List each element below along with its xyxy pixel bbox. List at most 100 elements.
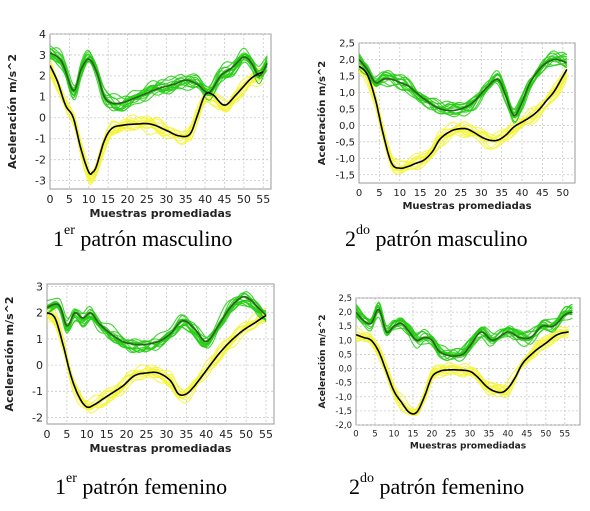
yellow-trace — [359, 62, 568, 168]
y-tick-label: -1,0 — [335, 154, 355, 165]
y-tick-label: 0 — [39, 112, 46, 125]
green-mean-line — [356, 308, 573, 357]
green-trace — [356, 311, 573, 360]
x-axis-label: Muestras promediadas — [402, 201, 531, 212]
caption-1: 1er patrón masculino — [53, 223, 233, 252]
green-mean-line — [359, 58, 568, 117]
y-tick-label: 1 — [39, 91, 46, 104]
mean-line — [47, 312, 267, 409]
y-tick-label: -1,5 — [335, 170, 355, 181]
x-tick-label: 45 — [219, 428, 233, 441]
caption-3-text: patrón femenino — [76, 474, 228, 499]
x-axis-label: Muestras promediadas — [90, 442, 232, 455]
x-tick-label: 20 — [427, 430, 438, 440]
x-tick-label: 25 — [455, 188, 468, 199]
yellow-trace — [47, 315, 267, 408]
x-tick-label: 40 — [516, 188, 529, 199]
series-group — [47, 291, 267, 414]
x-axis-label: Muestras promediadas — [410, 442, 526, 452]
x-tick-label: 0 — [353, 430, 358, 440]
caption-4-text: patrón femenino — [374, 474, 525, 499]
green-trace — [47, 302, 267, 352]
x-tick-label: 35 — [483, 430, 494, 440]
caption-4-number: 2 — [349, 474, 360, 499]
y-tick-label: -2 — [32, 411, 43, 424]
x-tick-label: 10 — [82, 193, 96, 206]
caption-1-text: patrón masculino — [74, 226, 233, 251]
green-trace — [356, 308, 573, 356]
y-axis-label: Aceleración m/s^2 — [317, 314, 328, 408]
caption-2-ordinal: do — [356, 223, 370, 238]
x-tick-label: 25 — [140, 193, 154, 206]
caption-1-number: 1 — [53, 226, 64, 251]
x-tick-label: 10 — [389, 430, 400, 440]
caption-2: 2do patrón masculino — [345, 223, 528, 252]
green-trace — [50, 47, 268, 101]
y-tick-label: -1,5 — [335, 407, 352, 417]
caption-4: 2do patrón femenino — [349, 471, 525, 500]
x-tick-label: 15 — [101, 193, 115, 206]
x-tick-label: 25 — [140, 428, 154, 441]
x-tick-label: 50 — [556, 188, 569, 199]
x-tick-label: 45 — [536, 188, 549, 199]
green-mean-line — [47, 295, 267, 346]
green-series — [47, 291, 267, 354]
x-tick-label: 40 — [199, 428, 213, 441]
y-tick-label: -2 — [35, 154, 46, 167]
caption-2-number: 2 — [345, 226, 356, 251]
caption-3-ordinal: er — [66, 471, 77, 486]
mean-line — [50, 65, 264, 176]
caption-3: 1er patrón femenino — [55, 471, 228, 500]
x-tick-label: 25 — [446, 430, 457, 440]
series-group — [356, 301, 573, 417]
chart-2: 0 5 10 15 20 25 30 35 40 45 50 -1,5 -1,0 -0,5 0,0 0,5 1,… — [316, 39, 576, 212]
y-tick-label: 2,0 — [339, 55, 355, 66]
y-tick-label: 1,0 — [339, 88, 355, 99]
x-tick-label: 0 — [356, 188, 362, 199]
y-tick-label: -2,0 — [335, 421, 352, 431]
yellow-trace — [359, 71, 568, 175]
caption-4-ordinal: do — [360, 471, 374, 486]
y-tick-label: 0,5 — [339, 104, 355, 115]
green-trace — [50, 47, 268, 106]
y-tick-label: -1 — [32, 385, 43, 398]
y-tick-label: 1,5 — [339, 71, 355, 82]
chart-4: 0 5 10 15 20 25 30 35 40 45 50 55 -2,0 -1,5 -1,0 -0,5 0,… — [317, 294, 581, 452]
x-tick-label: 35 — [179, 428, 193, 441]
y-tick-label: 2,5 — [338, 294, 352, 304]
yellow-trace — [47, 311, 267, 410]
x-tick-label: 15 — [408, 430, 419, 440]
x-tick-label: 35 — [495, 188, 508, 199]
x-tick-label: 50 — [239, 428, 253, 441]
x-tick-label: 10 — [393, 188, 406, 199]
x-tick-label: 5 — [376, 188, 382, 199]
x-tick-label: 5 — [66, 193, 73, 206]
y-tick-label: 3 — [39, 49, 46, 62]
y-tick-label: 1,0 — [338, 336, 352, 346]
y-tick-label: -0,5 — [335, 137, 355, 148]
x-tick-label: 5 — [372, 430, 377, 440]
x-tick-label: 30 — [159, 428, 173, 441]
caption-3-number: 1 — [55, 474, 66, 499]
y-tick-label: 0,0 — [338, 365, 352, 375]
x-tick-label: 15 — [100, 428, 114, 441]
y-tick-label: -3 — [35, 174, 46, 187]
y-tick-label: -1,0 — [335, 393, 352, 403]
y-axis-label: Aceleración m/s^2 — [6, 54, 19, 169]
caption-1-ordinal: er — [64, 223, 75, 238]
green-mean-line — [50, 52, 268, 105]
x-tick-label: 45 — [521, 430, 532, 440]
yellow-trace — [50, 63, 264, 182]
chart-1: 0 5 10 15 20 25 30 35 40 45 50 55-3-2-101234Muestra… — [6, 28, 272, 220]
green-series — [359, 50, 568, 124]
green-series — [50, 45, 268, 112]
series-group — [359, 50, 568, 175]
green-series — [356, 301, 573, 362]
y-tick-label: 0,5 — [338, 350, 352, 360]
green-trace — [359, 55, 567, 123]
x-tick-label: 10 — [80, 428, 94, 441]
y-tick-label: 0 — [36, 359, 43, 372]
yellow-trace — [47, 308, 267, 409]
series-group — [50, 45, 268, 186]
